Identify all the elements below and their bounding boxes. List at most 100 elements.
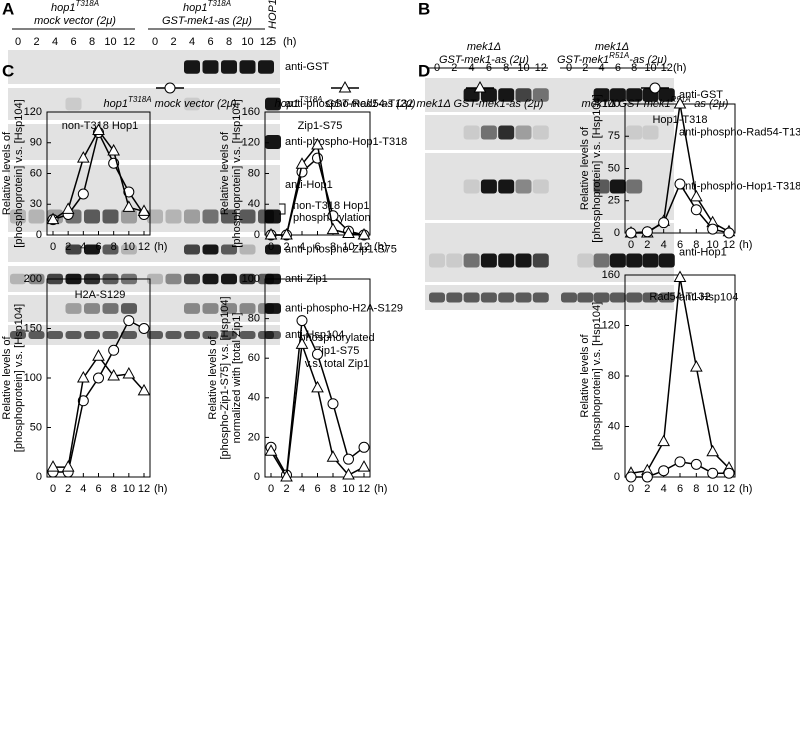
band <box>84 331 100 339</box>
band <box>102 303 119 314</box>
data-point <box>689 189 703 202</box>
data-point <box>93 372 104 384</box>
data-point <box>625 227 637 239</box>
x-tick-label: 10 <box>123 483 135 495</box>
blot-row <box>8 295 280 322</box>
blot-row <box>425 115 674 150</box>
x-tick-label: 8 <box>111 483 117 495</box>
y-tick-label: 160 <box>602 269 620 281</box>
data-point <box>280 227 293 240</box>
y-tick-label: 0 <box>36 229 42 241</box>
band <box>515 179 532 194</box>
band <box>642 292 659 303</box>
data-point <box>122 200 136 212</box>
band <box>202 303 219 314</box>
data-point <box>326 222 340 235</box>
x-tick-label: 6 <box>677 239 683 251</box>
annotation: Hop1-T318 <box>652 114 707 126</box>
lane-label: 8 <box>631 62 637 74</box>
header-genotype: mek1Δ <box>595 41 629 53</box>
band <box>121 209 137 224</box>
data-point <box>77 188 89 200</box>
x-tick-label: 10 <box>707 483 719 495</box>
x-tick-label: 12 <box>358 483 370 495</box>
band <box>239 60 256 74</box>
band <box>239 209 256 224</box>
band <box>165 209 182 224</box>
blot-row <box>8 50 280 84</box>
header-genotype: hop1T318A​ <box>183 0 231 14</box>
band <box>121 244 137 255</box>
band <box>626 125 643 140</box>
x-tick-label: 4 <box>80 483 86 495</box>
data-point <box>122 367 136 379</box>
band <box>147 209 163 224</box>
bracket-note: non-T318 Hop1 <box>293 200 369 212</box>
y-axis-label: normalized with [total Zip1] <box>231 313 243 444</box>
data-point <box>123 186 135 198</box>
y-axis-label: [phosphoprotein] v.s. [Hsp104] <box>13 99 25 247</box>
y-tick-label: 80 <box>248 167 260 179</box>
band <box>28 331 45 339</box>
y-axis-label: Relative levels of <box>579 126 591 210</box>
data-point <box>327 398 339 410</box>
band <box>221 273 237 285</box>
x-tick-label: 6 <box>95 483 101 495</box>
band <box>609 253 626 268</box>
y-axis-label: [phosphoprotein] v.s. [Hsp104] <box>13 304 25 452</box>
x-tick-label: 12 <box>723 483 735 495</box>
band <box>626 292 643 303</box>
lane-label: 10 <box>517 62 529 74</box>
data-point <box>357 227 371 240</box>
band <box>121 303 137 314</box>
data-point <box>312 348 323 360</box>
y-tick-label: 0 <box>614 471 620 483</box>
legend-text: hop1T318A​ GST-mek1-as (2μ) <box>274 95 415 110</box>
band <box>532 292 549 303</box>
band <box>480 253 497 268</box>
y-tick-label: 60 <box>248 352 260 364</box>
band <box>102 244 119 255</box>
panel-label: D <box>418 61 430 80</box>
header-genotype: hop1T318A​ <box>51 0 99 14</box>
legend-text: mek1Δ GST-mek1-as (2μ) <box>417 98 544 110</box>
y-tick-label: 40 <box>248 392 260 404</box>
x-tick-label: 2 <box>283 241 289 253</box>
band <box>658 253 675 268</box>
x-tick-label: 10 <box>123 241 135 253</box>
x-tick-label: 8 <box>330 241 336 253</box>
lane-label: 0 <box>15 36 21 48</box>
data-point <box>264 227 278 240</box>
annotation: v.s. total Zip1 <box>305 358 370 370</box>
y-tick-label: 90 <box>30 137 42 149</box>
band <box>65 303 82 314</box>
band <box>184 273 200 285</box>
band <box>28 209 45 224</box>
data-point <box>658 217 670 229</box>
data-point <box>264 444 278 456</box>
legend-text-sup: T318A <box>299 95 323 104</box>
x-unit: (h) <box>739 483 752 495</box>
band <box>221 60 237 74</box>
band <box>515 125 532 140</box>
band <box>463 125 480 140</box>
x-unit: (h) <box>154 241 167 253</box>
lane-label: 10 <box>104 36 116 48</box>
time-unit: (h) <box>673 62 686 74</box>
band <box>265 244 281 255</box>
band <box>626 253 643 268</box>
lane-label: 6 <box>70 36 76 48</box>
data-point <box>137 204 151 216</box>
y-tick-label: 0 <box>254 471 260 483</box>
band <box>561 292 577 303</box>
y-tick-label: 50 <box>608 162 620 174</box>
data-point <box>658 465 670 477</box>
lane-label: 4 <box>599 62 605 74</box>
y-tick-label: 160 <box>242 106 260 118</box>
row-label: anti-phospho-Hop1-T318 <box>679 180 800 192</box>
band <box>65 244 82 255</box>
x-tick-label: 0 <box>628 483 634 495</box>
band <box>593 292 610 303</box>
band <box>265 135 281 149</box>
